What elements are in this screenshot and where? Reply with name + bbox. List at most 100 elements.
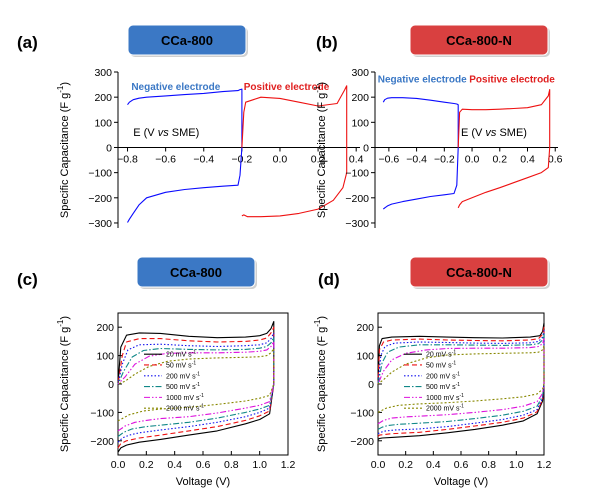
legend-label-sup: -1 — [456, 371, 461, 377]
series-line-1 — [117, 320, 275, 453]
series-line-1 — [382, 97, 459, 210]
y-tick-label: −100 — [350, 407, 374, 419]
x-tick-label: 0.2 — [311, 153, 326, 165]
x-tick-label: 1.0 — [509, 459, 524, 471]
legend-label-sup: -1 — [456, 382, 461, 388]
x-tick-label: 0.2 — [492, 153, 507, 165]
y-axis-label: Specific Capacitance (F g-1) — [313, 82, 328, 218]
x-tick-label: 0.6 — [548, 153, 563, 165]
legend-label-main: 50 mV s — [426, 362, 452, 369]
legend-label: 1000 mV s-1 — [166, 393, 204, 402]
badge-label: CCa-800 — [170, 265, 222, 280]
x-tick-label: 0.0 — [273, 153, 288, 165]
annotation-part: vs — [158, 127, 170, 139]
annotation-potential: E (V vs SME) — [133, 127, 199, 139]
x-tick-label: −0.4 — [406, 153, 427, 165]
axes: 0.0 0.2 0.4 0.6 0.8 1.0 1.2 −200 −100 0 100 200 Volt… — [313, 312, 552, 488]
x-tick-label: −0.2 — [434, 153, 455, 165]
y-axis-label-tail: ) — [59, 82, 71, 86]
series-line-6 — [117, 347, 275, 422]
legend-label: 200 mV s-1 — [426, 371, 460, 380]
legend-label-sup: -1 — [459, 404, 464, 410]
x-tick-label: −0.6 — [378, 153, 399, 165]
legend-label-main: 1000 mV s — [426, 395, 460, 402]
legend-label: 50 mV s-1 — [166, 360, 196, 369]
y-tick-label: −200 — [90, 436, 114, 448]
x-tick-label: 1.2 — [537, 459, 552, 471]
x-tick-label: −0.4 — [193, 153, 214, 165]
y-axis-label-sup: -1 — [56, 319, 65, 327]
y-axis-label-sup: -1 — [313, 319, 322, 327]
annotation-part: vs — [485, 127, 497, 139]
x-tick-label: 0.0 — [371, 459, 386, 471]
series-line-2 — [457, 89, 551, 209]
legend-label-sup: -1 — [196, 371, 201, 377]
y-tick-label: 100 — [94, 117, 112, 129]
y-tick-label: 200 — [94, 92, 112, 104]
y-tick-label: 100 — [356, 351, 374, 363]
legend-label-sup: -1 — [199, 404, 204, 410]
series-line-4 — [117, 336, 275, 437]
series-line-4 — [377, 333, 545, 430]
series-group — [377, 322, 545, 440]
x-tick-label: 0.8 — [224, 459, 239, 471]
legend-label-main: 50 mV s — [166, 362, 192, 369]
x-tick-label: 0.0 — [111, 459, 126, 471]
panel-label: (d) — [318, 270, 340, 289]
legend-label-sup: -1 — [192, 360, 197, 366]
legend-label-main: 20 mV s — [426, 352, 452, 359]
legend-label-sup: -1 — [196, 382, 201, 388]
axes: −0.6 −0.4 −0.2 0.0 0.2 0.4 0.6 −300 −200 −100 0 100… — [313, 67, 563, 230]
legend-label-main: 500 mV s — [166, 384, 196, 391]
panel-label: (c) — [17, 270, 38, 289]
x-tick-label: −0.8 — [117, 153, 138, 165]
legend-label: 1000 mV s-1 — [426, 393, 464, 402]
plot-frame — [377, 312, 545, 456]
y-tick-label: 300 — [351, 67, 369, 79]
y-axis-label-tail: ) — [316, 316, 328, 320]
y-axis-label-sup: -1 — [56, 85, 65, 93]
series-line-3 — [377, 330, 545, 435]
y-tick-label: 300 — [94, 67, 112, 79]
legend-label: 500 mV s-1 — [426, 382, 460, 391]
x-tick-label: −0.6 — [155, 153, 176, 165]
x-tick-label: 0.4 — [349, 153, 364, 165]
y-tick-label: 200 — [351, 92, 369, 104]
badge-label: CCa-800 — [161, 33, 213, 48]
y-tick-label: −100 — [88, 168, 112, 180]
y-tick-label: −300 — [345, 218, 369, 230]
series-line-1 — [127, 88, 243, 223]
legend-label-sup: -1 — [459, 393, 464, 399]
x-axis-label: Voltage (V) — [176, 476, 230, 488]
annotation-electrode: Negative electrode — [378, 75, 467, 86]
series-group — [382, 89, 551, 210]
y-axis-label-main: Specific Capacitance (F g — [316, 327, 328, 452]
y-tick-label: −200 — [88, 193, 112, 205]
legend-label: 50 mV s-1 — [426, 360, 456, 369]
y-axis-label-tail: ) — [59, 316, 71, 320]
badge-label: CCa-800-N — [446, 265, 512, 280]
y-tick-label: −100 — [345, 168, 369, 180]
badge — [127, 24, 247, 56]
x-tick-label: 1.2 — [281, 459, 296, 471]
y-tick-label: −200 — [350, 436, 374, 448]
y-tick-label: 0 — [108, 379, 114, 391]
y-axis-label-main: Specific Capacitance (F g — [59, 327, 71, 452]
annotation-electrode: Positive electrode — [469, 75, 555, 86]
y-tick-label: 0 — [363, 142, 369, 154]
legend-label: 2000 mV s-1 — [426, 404, 464, 413]
x-tick-label: 0.4 — [426, 459, 441, 471]
annotation-electrode: Negative electrode — [131, 82, 220, 93]
series-group — [127, 85, 348, 223]
y-axis-label: Specific Capacitance (F g-1) — [56, 316, 71, 452]
x-tick-label: 0.4 — [520, 153, 535, 165]
annotation-part: E (V — [461, 127, 485, 139]
y-tick-label: 0 — [106, 142, 112, 154]
legend-label-main: 500 mV s — [426, 384, 456, 391]
legend-label: 200 mV s-1 — [166, 371, 200, 380]
annotation-part: SME) — [496, 127, 527, 139]
y-tick-label: −300 — [88, 218, 112, 230]
